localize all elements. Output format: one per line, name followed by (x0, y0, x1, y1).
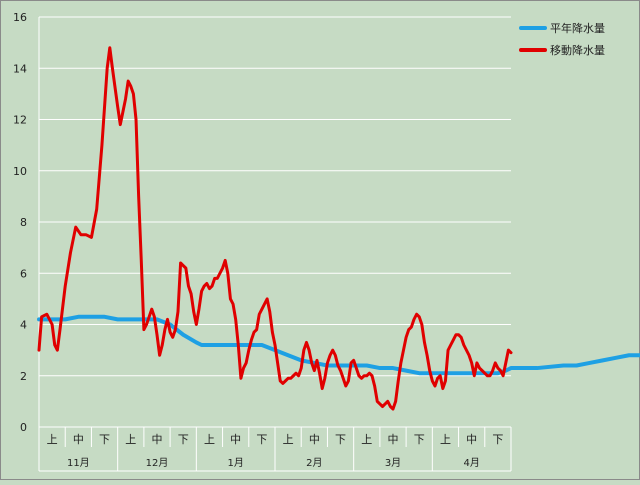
y-tick-label-7: 14 (13, 62, 27, 75)
x-period-label-1: 中 (73, 433, 84, 446)
x-period-label-2: 下 (99, 433, 110, 446)
axes: 0 2 4 6 8 10 12 14 16 上 中 下 上 中 下 上 中 下 上 中 下 上 中 下 上 中 下 11月 12月 1月 2… (13, 11, 512, 472)
y-tick-label-2: 4 (20, 319, 27, 332)
y-tick-label-4: 8 (20, 216, 27, 229)
x-month-label-2: 1月 (227, 457, 243, 469)
y-tick-label-6: 12 (13, 114, 27, 127)
series-line-0 (37, 314, 640, 376)
series-line-1 (37, 46, 513, 411)
x-period-label-13: 中 (388, 433, 399, 446)
x-period-label-5: 下 (178, 433, 189, 446)
x-period-label-15: 上 (440, 433, 451, 446)
x-month-label-0: 11月 (67, 457, 90, 469)
y-tick-label-0: 0 (20, 421, 27, 434)
x-month-label-5: 4月 (463, 457, 479, 469)
x-period-label-12: 上 (361, 433, 372, 446)
y-tick-label-1: 2 (20, 370, 27, 383)
x-period-label-3: 上 (125, 433, 136, 446)
x-period-label-16: 中 (466, 433, 477, 446)
x-period-label-17: 下 (492, 433, 503, 446)
x-month-label-1: 12月 (146, 457, 169, 469)
x-month-label-3: 2月 (306, 457, 322, 469)
x-month-label-4: 3月 (385, 457, 401, 469)
x-period-label-14: 下 (414, 433, 425, 446)
x-period-label-7: 中 (230, 433, 241, 446)
x-period-label-6: 上 (204, 433, 215, 446)
x-period-label-8: 下 (256, 433, 267, 446)
y-tick-label-8: 16 (13, 11, 27, 24)
x-period-label-11: 下 (335, 433, 346, 446)
legend-label-0: 平年降水量 (550, 21, 605, 35)
x-period-label-10: 中 (309, 433, 320, 446)
x-period-label-0: 上 (47, 433, 58, 446)
series-lines (37, 46, 640, 411)
gridlines (39, 16, 511, 377)
y-tick-label-5: 10 (13, 165, 27, 178)
x-period-label-4: 中 (152, 433, 163, 446)
y-tick-label-3: 6 (20, 267, 27, 280)
legend-label-1: 移動降水量 (550, 43, 605, 57)
x-period-label-9: 上 (283, 433, 294, 446)
